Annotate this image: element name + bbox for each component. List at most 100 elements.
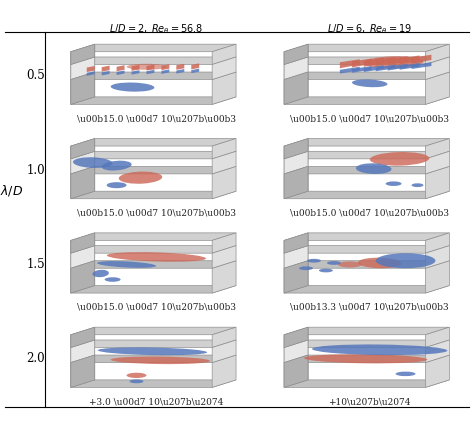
Polygon shape: [340, 67, 360, 73]
Ellipse shape: [386, 181, 401, 186]
Polygon shape: [284, 166, 308, 199]
Polygon shape: [212, 327, 236, 348]
Polygon shape: [284, 44, 449, 64]
Polygon shape: [212, 57, 236, 80]
Ellipse shape: [319, 269, 333, 272]
Polygon shape: [71, 166, 95, 199]
Ellipse shape: [119, 172, 162, 184]
Polygon shape: [284, 139, 449, 159]
Polygon shape: [284, 139, 308, 159]
Text: 1.5: 1.5: [26, 258, 45, 271]
Polygon shape: [71, 72, 95, 104]
Ellipse shape: [107, 182, 127, 188]
Polygon shape: [212, 72, 236, 104]
Polygon shape: [117, 65, 125, 71]
Polygon shape: [131, 65, 139, 71]
Polygon shape: [426, 72, 449, 104]
Polygon shape: [284, 327, 308, 388]
Polygon shape: [212, 139, 236, 159]
Polygon shape: [71, 327, 95, 388]
Ellipse shape: [312, 344, 447, 355]
Polygon shape: [176, 64, 184, 70]
Polygon shape: [131, 70, 139, 75]
Polygon shape: [284, 166, 449, 199]
Polygon shape: [364, 65, 383, 72]
Polygon shape: [284, 261, 308, 293]
Polygon shape: [426, 139, 449, 159]
Polygon shape: [71, 166, 236, 199]
Polygon shape: [146, 64, 155, 70]
Text: \u00b15.0 \u00d7 10\u207b\u00b3: \u00b15.0 \u00d7 10\u207b\u00b3: [77, 303, 236, 312]
Polygon shape: [71, 233, 236, 253]
Text: 2.0: 2.0: [26, 352, 45, 365]
Polygon shape: [176, 69, 184, 73]
Polygon shape: [426, 44, 449, 64]
Polygon shape: [284, 245, 308, 268]
Polygon shape: [284, 327, 308, 348]
Ellipse shape: [110, 357, 210, 364]
Polygon shape: [71, 44, 95, 64]
Ellipse shape: [97, 261, 156, 268]
Polygon shape: [284, 151, 308, 174]
Polygon shape: [284, 261, 449, 293]
Polygon shape: [284, 139, 308, 199]
Polygon shape: [426, 245, 449, 268]
Polygon shape: [71, 233, 95, 293]
Ellipse shape: [73, 157, 112, 168]
Ellipse shape: [129, 379, 144, 383]
Polygon shape: [426, 57, 449, 80]
Ellipse shape: [411, 183, 423, 187]
Ellipse shape: [396, 371, 416, 376]
Polygon shape: [411, 62, 431, 69]
Ellipse shape: [376, 253, 436, 268]
Ellipse shape: [338, 262, 362, 268]
Polygon shape: [71, 44, 95, 104]
Polygon shape: [284, 233, 449, 253]
Ellipse shape: [356, 163, 392, 174]
Polygon shape: [388, 64, 408, 70]
Ellipse shape: [127, 373, 146, 378]
Ellipse shape: [105, 277, 120, 282]
Polygon shape: [191, 69, 199, 73]
Polygon shape: [71, 139, 95, 199]
Polygon shape: [426, 340, 449, 363]
Text: $L/D = 6, \; Re_\theta = 19$: $L/D = 6, \; Re_\theta = 19$: [327, 22, 412, 36]
Polygon shape: [284, 355, 449, 388]
Polygon shape: [426, 233, 449, 253]
Polygon shape: [71, 72, 236, 104]
Text: \u00b15.0 \u00d7 10\u207b\u00b3: \u00b15.0 \u00d7 10\u207b\u00b3: [77, 114, 236, 123]
Polygon shape: [101, 66, 109, 72]
Polygon shape: [101, 71, 109, 75]
Polygon shape: [284, 233, 308, 293]
Ellipse shape: [358, 258, 401, 268]
Text: 0.5: 0.5: [26, 69, 45, 82]
Ellipse shape: [370, 152, 429, 166]
Ellipse shape: [98, 347, 207, 355]
Text: \u00b15.0 \u00d7 10\u207b\u00b3: \u00b15.0 \u00d7 10\u207b\u00b3: [290, 209, 449, 218]
Polygon shape: [284, 355, 308, 388]
Polygon shape: [284, 44, 308, 104]
Text: $L/D = 2, \; Re_\theta = 56.8$: $L/D = 2, \; Re_\theta = 56.8$: [109, 22, 203, 36]
Polygon shape: [426, 261, 449, 293]
Polygon shape: [71, 340, 95, 363]
Text: \u00b15.0 \u00d7 10\u207b\u00b3: \u00b15.0 \u00d7 10\u207b\u00b3: [77, 209, 236, 218]
Text: \u00b13.3 \u00d7 10\u207b\u00b3: \u00b13.3 \u00d7 10\u207b\u00b3: [291, 303, 449, 312]
Polygon shape: [212, 261, 236, 293]
Polygon shape: [284, 233, 308, 253]
Polygon shape: [161, 70, 169, 74]
Polygon shape: [87, 66, 95, 72]
Polygon shape: [71, 139, 95, 159]
Polygon shape: [212, 340, 236, 363]
Polygon shape: [400, 63, 419, 70]
Ellipse shape: [327, 261, 341, 265]
Ellipse shape: [352, 79, 387, 87]
Polygon shape: [191, 63, 199, 70]
Polygon shape: [284, 44, 308, 64]
Polygon shape: [71, 44, 236, 64]
Text: $\lambda/D$: $\lambda/D$: [0, 183, 23, 198]
Polygon shape: [212, 233, 236, 253]
Polygon shape: [284, 72, 449, 104]
Ellipse shape: [299, 266, 313, 270]
Polygon shape: [212, 355, 236, 388]
Text: +3.0 \u00d7 10\u207b\u2074: +3.0 \u00d7 10\u207b\u2074: [89, 397, 224, 406]
